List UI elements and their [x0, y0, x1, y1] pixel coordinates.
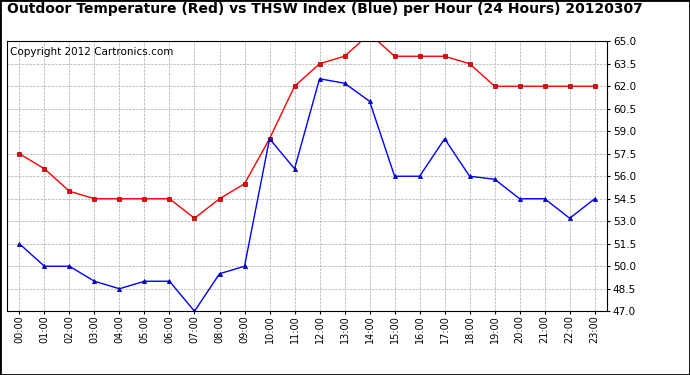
- Text: Outdoor Temperature (Red) vs THSW Index (Blue) per Hour (24 Hours) 20120307: Outdoor Temperature (Red) vs THSW Index …: [7, 2, 642, 16]
- Text: Copyright 2012 Cartronics.com: Copyright 2012 Cartronics.com: [10, 46, 173, 57]
